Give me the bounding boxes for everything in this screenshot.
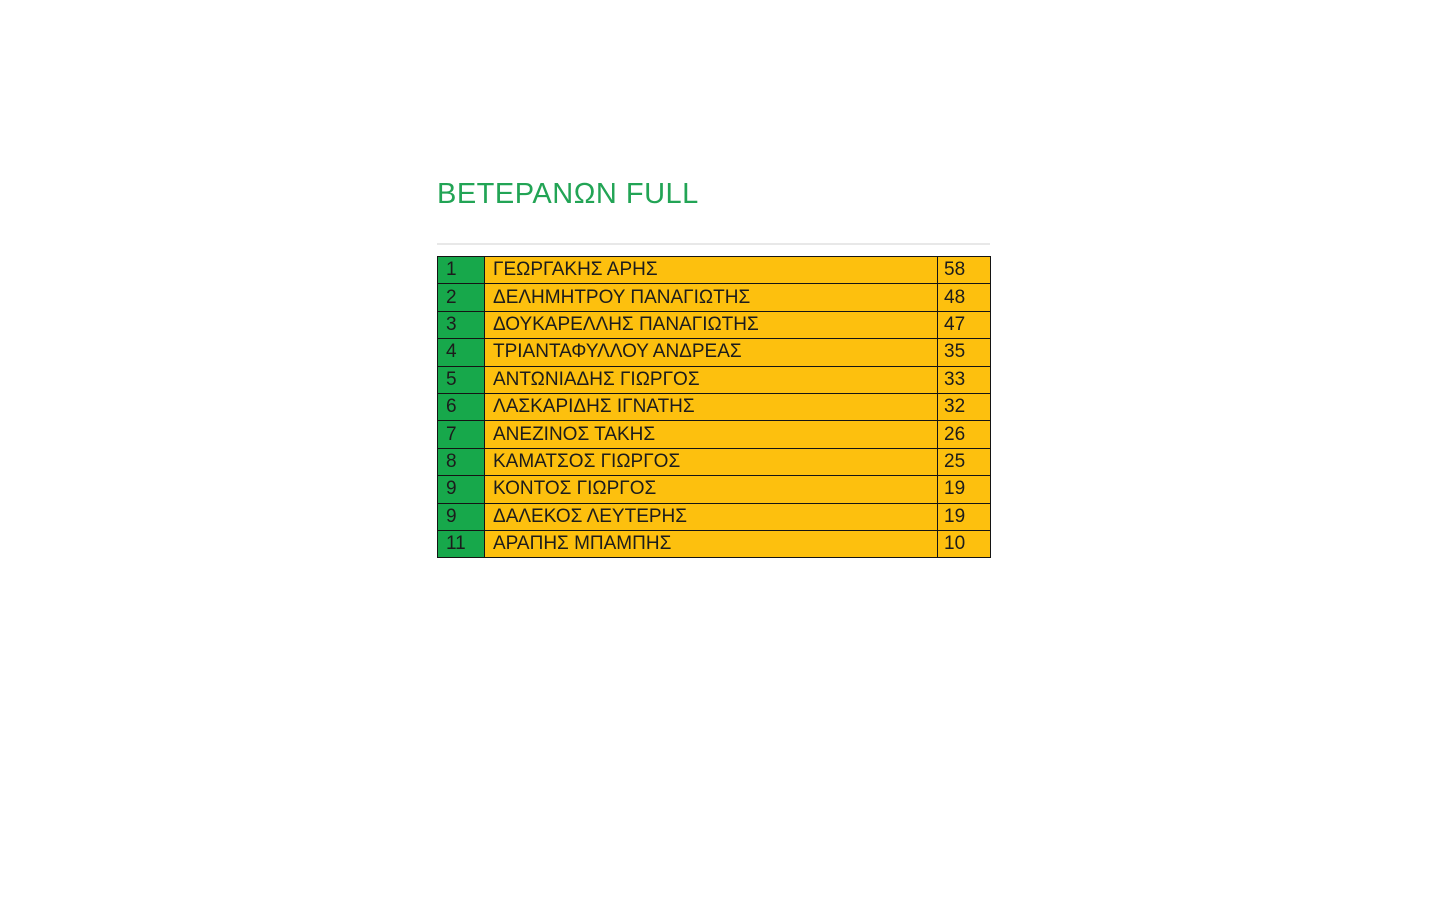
player-name-cell: ΑΝΕΖΙΝΟΣ ΤΑΚΗΣ (484, 420, 938, 449)
page-title: ΒΕΤΕΡΑΝΩΝ FULL (437, 178, 699, 210)
table-row: 11 ΑΡΑΠΗΣ ΜΠΑΜΠΗΣ 10 (437, 529, 991, 559)
player-name-cell: ΔΑΛΕΚΟΣ ΛΕΥΤΕΡΗΣ (484, 502, 938, 531)
player-name-cell: ΑΝΤΩΝΙΑΔΗΣ ΓΙΩΡΓΟΣ (484, 365, 938, 394)
table-row: 8 ΚΑΜΑΤΣΟΣ ΓΙΩΡΓΟΣ 25 (437, 447, 991, 477)
points-cell: 10 (937, 529, 991, 559)
table-row: 1 ΓΕΩΡΓΑΚΗΣ ΑΡΗΣ 58 (437, 255, 991, 285)
standings-table: 1 ΓΕΩΡΓΑΚΗΣ ΑΡΗΣ 58 2 ΔΕΛΗΜΗΤΡΟΥ ΠΑΝΑΓΙΩ… (437, 255, 991, 559)
rank-cell: 3 (437, 310, 485, 340)
rank-cell: 2 (437, 283, 485, 312)
rank-cell: 5 (437, 365, 485, 394)
points-cell: 26 (937, 420, 991, 449)
player-name-cell: ΓΕΩΡΓΑΚΗΣ ΑΡΗΣ (484, 255, 938, 285)
table-row: 9 ΔΑΛΕΚΟΣ ΛΕΥΤΕΡΗΣ 19 (437, 502, 991, 531)
player-name-cell: ΚΟΝΤΟΣ ΓΙΩΡΓΟΣ (484, 475, 938, 504)
table-row: 4 ΤΡΙΑΝΤΑΦΥΛΛΟΥ ΑΝΔΡΕΑΣ 35 (437, 338, 991, 367)
points-cell: 19 (937, 475, 991, 504)
player-name-cell: ΤΡΙΑΝΤΑΦΥΛΛΟΥ ΑΝΔΡΕΑΣ (484, 338, 938, 367)
player-name-cell: ΚΑΜΑΤΣΟΣ ΓΙΩΡΓΟΣ (484, 447, 938, 477)
player-name-cell: ΔΕΛΗΜΗΤΡΟΥ ΠΑΝΑΓΙΩΤΗΣ (484, 283, 938, 312)
player-name-cell: ΔΟΥΚΑΡΕΛΛΗΣ ΠΑΝΑΓΙΩΤΗΣ (484, 310, 938, 340)
points-cell: 35 (937, 338, 991, 367)
table-row: 9 ΚΟΝΤΟΣ ΓΙΩΡΓΟΣ 19 (437, 475, 991, 504)
standings-table-body: 1 ΓΕΩΡΓΑΚΗΣ ΑΡΗΣ 58 2 ΔΕΛΗΜΗΤΡΟΥ ΠΑΝΑΓΙΩ… (437, 255, 991, 559)
rank-cell: 6 (437, 392, 485, 422)
table-row: 3 ΔΟΥΚΑΡΕΛΛΗΣ ΠΑΝΑΓΙΩΤΗΣ 47 (437, 310, 991, 340)
title-divider-line (437, 243, 990, 245)
points-cell: 58 (937, 255, 991, 285)
rank-cell: 9 (437, 502, 485, 531)
player-name-cell: ΑΡΑΠΗΣ ΜΠΑΜΠΗΣ (484, 529, 938, 559)
points-cell: 48 (937, 283, 991, 312)
table-row: 5 ΑΝΤΩΝΙΑΔΗΣ ΓΙΩΡΓΟΣ 33 (437, 365, 991, 394)
rank-cell: 4 (437, 338, 485, 367)
points-cell: 25 (937, 447, 991, 477)
points-cell: 19 (937, 502, 991, 531)
points-cell: 32 (937, 392, 991, 422)
player-name-cell: ΛΑΣΚΑΡΙΔΗΣ ΙΓΝΑΤΗΣ (484, 392, 938, 422)
rank-cell: 11 (437, 529, 485, 559)
rank-cell: 1 (437, 255, 485, 285)
table-row: 7 ΑΝΕΖΙΝΟΣ ΤΑΚΗΣ 26 (437, 420, 991, 449)
table-row: 2 ΔΕΛΗΜΗΤΡΟΥ ΠΑΝΑΓΙΩΤΗΣ 48 (437, 283, 991, 312)
rank-cell: 7 (437, 420, 485, 449)
rank-cell: 8 (437, 447, 485, 477)
points-cell: 47 (937, 310, 991, 340)
points-cell: 33 (937, 365, 991, 394)
rank-cell: 9 (437, 475, 485, 504)
table-row: 6 ΛΑΣΚΑΡΙΔΗΣ ΙΓΝΑΤΗΣ 32 (437, 392, 991, 422)
